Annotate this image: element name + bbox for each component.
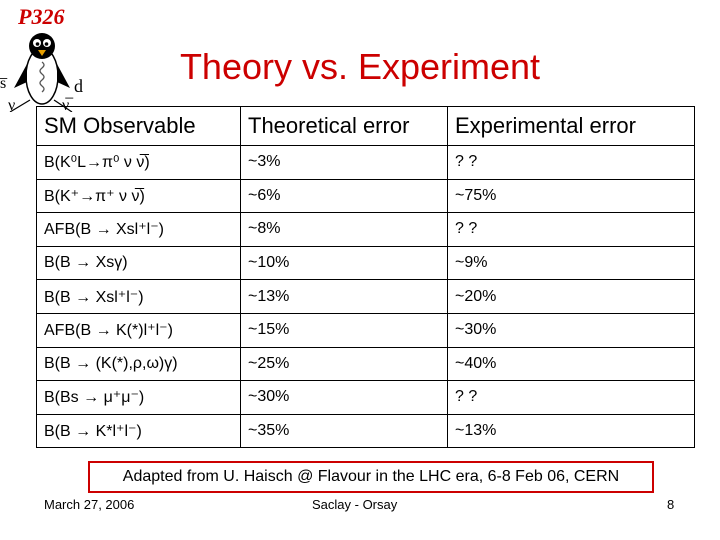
table-row: AFB(B → K(*)l⁺l⁻) ~15% ~30% xyxy=(36,312,695,348)
observable-cell: B(B → Xsl⁺l⁻) xyxy=(36,279,241,314)
experiment-cell: ? ? xyxy=(447,145,695,180)
penguin-logo-icon: s̅ d ν ν̅ xyxy=(0,33,83,112)
experiment-cell: ? ? xyxy=(447,380,695,415)
source-credit: Adapted from U. Haisch @ Flavour in the … xyxy=(88,461,654,493)
header-experimental-error: Experimental error xyxy=(447,106,695,146)
experiment-cell: ~20% xyxy=(447,279,695,314)
experiment-cell: ~13% xyxy=(447,413,695,449)
observable-cell: B(K⁰L→π⁰ ν ν̅) xyxy=(36,145,241,180)
table-row: B(K⁺→π⁺ ν ν̅) ~6% ~75% xyxy=(36,178,695,214)
theory-cell: ~6% xyxy=(240,178,448,214)
logo-quark-s: s̅ xyxy=(0,75,8,92)
experiment-cell: ~30% xyxy=(447,312,695,348)
table-row: AFB(B → Xsl⁺l⁻) ~8% ? ? xyxy=(36,212,695,247)
observable-cell: B(B → (K(*),ρ,ω)γ) xyxy=(36,346,241,382)
theory-cell: ~3% xyxy=(240,145,448,180)
table-header-row: SM Observable Theoretical error Experime… xyxy=(36,106,695,146)
observable-cell: B(K⁺→π⁺ ν ν̅) xyxy=(36,178,241,214)
slide-title: Theory vs. Experiment xyxy=(179,46,541,87)
theory-cell: ~13% xyxy=(240,279,448,314)
observable-cell: AFB(B → Xsl⁺l⁻) xyxy=(36,212,241,247)
theory-cell: ~35% xyxy=(240,413,448,449)
observable-cell: B(Bs → μ⁺μ⁻) xyxy=(36,380,241,415)
experiment-cell: ~40% xyxy=(447,346,695,382)
table-row: B(B → Xsγ) ~10% ~9% xyxy=(36,245,695,281)
observables-table: SM Observable Theoretical error Experime… xyxy=(36,106,695,449)
theory-cell: ~30% xyxy=(240,380,448,415)
table-row: B(K⁰L→π⁰ ν ν̅) ~3% ? ? xyxy=(36,145,695,180)
page-number: 8 xyxy=(667,497,675,512)
footer-venue: Saclay - Orsay xyxy=(312,497,398,512)
table-row: B(Bs → μ⁺μ⁻) ~30% ? ? xyxy=(36,380,695,415)
header-theoretical-error: Theoretical error xyxy=(240,106,448,146)
theory-cell: ~25% xyxy=(240,346,448,382)
table-row: B(B → K*l⁺l⁻) ~35% ~13% xyxy=(36,413,695,449)
observable-cell: B(B → K*l⁺l⁻) xyxy=(36,413,241,449)
experiment-cell: ~75% xyxy=(447,178,695,214)
logo-label: P326 xyxy=(18,4,65,29)
theory-cell: ~8% xyxy=(240,212,448,247)
experiment-cell: ~9% xyxy=(447,245,695,281)
footer-date: March 27, 2006 xyxy=(44,497,135,512)
table-row: B(B → (K(*),ρ,ω)γ) ~25% ~40% xyxy=(36,346,695,382)
theory-cell: ~10% xyxy=(240,245,448,281)
observable-cell: AFB(B → K(*)l⁺l⁻) xyxy=(36,312,241,348)
logo-quark-d: d xyxy=(74,76,83,96)
table-row: B(B → Xsl⁺l⁻) ~13% ~20% xyxy=(36,279,695,314)
logo-nu-left: ν xyxy=(8,97,15,112)
header-observable: SM Observable xyxy=(36,106,241,146)
experiment-cell: ? ? xyxy=(447,212,695,247)
observable-cell: B(B → Xsγ) xyxy=(36,245,241,281)
theory-cell: ~15% xyxy=(240,312,448,348)
